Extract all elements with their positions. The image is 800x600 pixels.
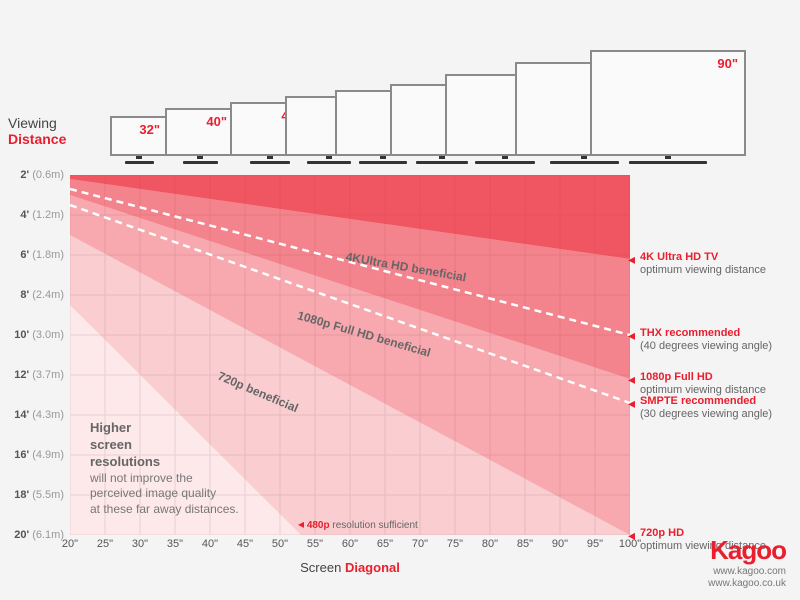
tv-size-label: 32" xyxy=(139,122,160,137)
note-line-3: at these far away distances. xyxy=(90,502,239,516)
right-label-sub: (40 degrees viewing angle) xyxy=(640,340,772,353)
x-tick: 60" xyxy=(342,538,358,550)
pointer-arrow-icon: ◂ xyxy=(298,517,304,531)
pointer-arrow-icon: ◂ xyxy=(628,327,635,344)
right-label: ◂4K Ultra HD TVoptimum viewing distance xyxy=(640,251,766,277)
tv-icon: 40" xyxy=(165,108,235,164)
y-tick: 16' (4.9m) xyxy=(14,449,64,461)
right-label-title: 1080p Full HD xyxy=(640,371,766,384)
note-bold-2: screen xyxy=(90,437,239,454)
y-axis-title: Viewing Distance xyxy=(8,115,66,147)
pointer-arrow-icon: ◂ xyxy=(628,395,635,412)
y-title-line1: Viewing xyxy=(8,115,57,131)
y-tick: 14' (4.3m) xyxy=(14,409,64,421)
right-label: ◂SMPTE recommended(30 degrees viewing an… xyxy=(640,395,772,421)
480p-sub: resolution sufficient xyxy=(332,520,417,531)
x-tick: 35" xyxy=(167,538,183,550)
pointer-arrow-icon: ◂ xyxy=(628,371,635,388)
y-tick: 6' (1.8m) xyxy=(20,249,64,261)
x-tick: 90" xyxy=(552,538,568,550)
x-tick: 40" xyxy=(202,538,218,550)
x-tick: 70" xyxy=(412,538,428,550)
right-label-title: THX recommended xyxy=(640,327,772,340)
480p-pointer: ◂ 480p resolution sufficient xyxy=(298,517,418,531)
y-tick: 12' (3.7m) xyxy=(14,369,64,381)
brand-name: Kagoo xyxy=(710,535,786,565)
note-line-1: will not improve the xyxy=(90,471,193,485)
note-bold-3: resolutions xyxy=(90,454,239,471)
y-tick: 18' (5.5m) xyxy=(14,489,64,501)
infographic-container: Viewing Distance 32"40"46"50"55"60"70"80… xyxy=(0,0,800,600)
tv-size-row: 32"40"46"50"55"60"70"80"90" xyxy=(110,24,670,164)
x-tick: 45" xyxy=(237,538,253,550)
right-side-labels: ◂4K Ultra HD TVoptimum viewing distance ◂… xyxy=(640,175,795,535)
x-tick: 50" xyxy=(272,538,288,550)
x-tick: 75" xyxy=(447,538,463,550)
y-tick: 20' (6.1m) xyxy=(14,529,64,541)
right-label-sub: optimum viewing distance xyxy=(640,264,766,277)
x-tick: 55" xyxy=(307,538,323,550)
x-tick: 85" xyxy=(517,538,533,550)
y-title-line2: Distance xyxy=(8,131,66,147)
x-tick: 30" xyxy=(132,538,148,550)
x-tick: 95" xyxy=(587,538,603,550)
brand-url-1: www.kagoo.com xyxy=(708,566,786,578)
x-tick: 25" xyxy=(97,538,113,550)
480p-title: 480p xyxy=(307,520,330,531)
right-label-sub: (30 degrees viewing angle) xyxy=(640,408,772,421)
higher-res-note: Higher screen resolutions will not impro… xyxy=(90,420,239,517)
y-axis-ticks: 2' (0.6m)4' (1.2m)6' (1.8m)8' (2.4m)10' … xyxy=(8,175,68,535)
right-label: ◂THX recommended(40 degrees viewing angl… xyxy=(640,327,772,353)
tv-icon: 90" xyxy=(590,50,746,164)
brand-logo: Kagoo www.kagoo.com www.kagoo.co.uk xyxy=(708,535,786,590)
y-tick: 10' (3.0m) xyxy=(14,329,64,341)
tv-size-label: 90" xyxy=(717,56,738,71)
tv-icon: 32" xyxy=(110,116,168,164)
right-label: ◂1080p Full HDoptimum viewing distance xyxy=(640,371,766,397)
chart-area: Higher screen resolutions will not impro… xyxy=(70,175,630,535)
brand-url-2: www.kagoo.co.uk xyxy=(708,578,786,590)
x-axis-ticks: 20"25"30"35"40"45"50"55"60"65"70"75"80"8… xyxy=(70,538,630,554)
y-tick: 8' (2.4m) xyxy=(20,289,64,301)
x-tick: 20" xyxy=(62,538,78,550)
x-tick: 80" xyxy=(482,538,498,550)
right-label-title: SMPTE recommended xyxy=(640,395,772,408)
note-bold-1: Higher xyxy=(90,420,239,437)
y-tick: 4' (1.2m) xyxy=(20,209,64,221)
note-line-2: perceived image quality xyxy=(90,486,216,500)
y-tick: 2' (0.6m) xyxy=(20,169,64,181)
tv-size-label: 40" xyxy=(206,114,227,129)
pointer-arrow-icon: ◂ xyxy=(628,527,635,544)
right-label-title: 4K Ultra HD TV xyxy=(640,251,766,264)
x-tick: 65" xyxy=(377,538,393,550)
x-title-line2: Diagonal xyxy=(345,560,400,575)
x-title-line1: Screen xyxy=(300,560,341,575)
pointer-arrow-icon: ◂ xyxy=(628,251,635,268)
x-axis-title: Screen Diagonal xyxy=(70,560,630,575)
